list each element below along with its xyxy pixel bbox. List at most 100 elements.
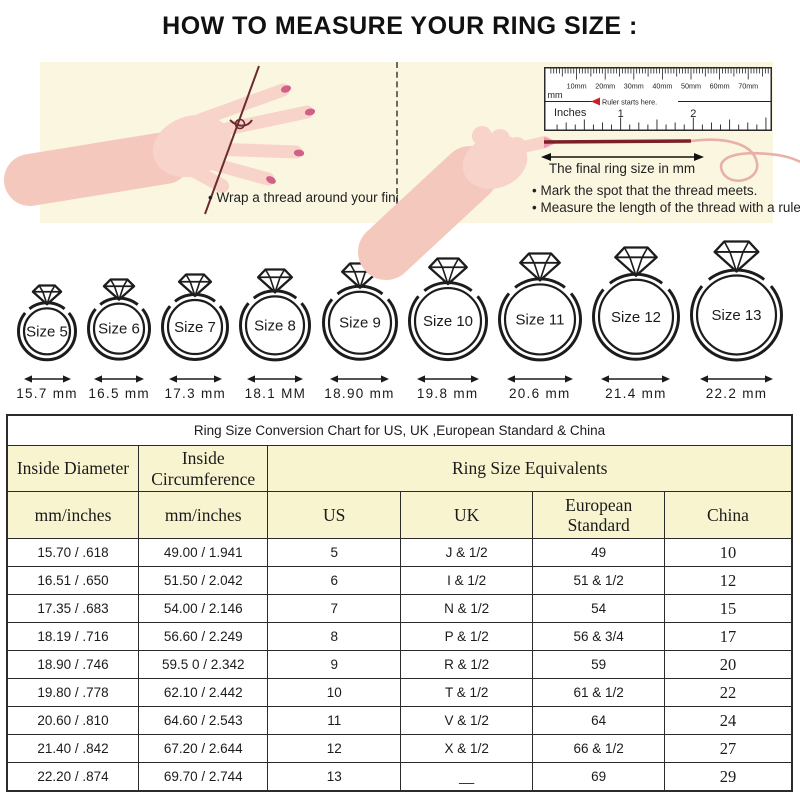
table-sub-header-row: mm/inches mm/inches US UK European Standard C… bbox=[6, 491, 793, 539]
table-cell: 62.10 / 2.442 bbox=[137, 678, 269, 707]
ring-size-conversion-table: Ring Size Conversion Chart for US, UK ,E… bbox=[6, 414, 793, 792]
table-cell: 7 bbox=[267, 594, 401, 623]
table-cell: R & 1/2 bbox=[399, 650, 534, 679]
diameter-arrow-icon bbox=[330, 375, 389, 383]
ring-size-row: Size 5 15.7 mm Size 6 16.5 mm Size 7 17.3 mm S… bbox=[0, 239, 800, 401]
col-header-china: China bbox=[663, 491, 793, 539]
col-group-ring-size-equivalents: Ring Size Equivalents bbox=[267, 445, 793, 492]
ruler-inches-label: Inches bbox=[554, 107, 587, 119]
table-cell: 29 bbox=[663, 762, 793, 792]
ring-size-label: Size 5 bbox=[26, 323, 68, 340]
fingernail bbox=[304, 108, 316, 116]
diameter-arrow-icon bbox=[94, 375, 145, 383]
table-row: 21.40 / .842 67.20 / 2.644 12 X & 1/2 66 & 1… bbox=[6, 734, 793, 763]
table-cell: 51 & 1/2 bbox=[532, 566, 665, 595]
col-header-european-standard: European Standard bbox=[532, 491, 665, 539]
ring-size-label: Size 13 bbox=[712, 307, 762, 324]
diameter-arrow-icon bbox=[416, 375, 479, 383]
ring-size-5: Size 5 15.7 mm bbox=[13, 284, 81, 401]
diameter-arrow-icon bbox=[506, 375, 573, 383]
table-title-row: Ring Size Conversion Chart for US, UK ,E… bbox=[6, 414, 793, 446]
table-cell: 11 bbox=[267, 706, 401, 735]
ring-size-label: Size 7 bbox=[174, 319, 216, 336]
ruler-mm-label: 20mm bbox=[595, 82, 615, 91]
diameter-arrow-icon bbox=[168, 375, 222, 383]
table-cell: 59 bbox=[532, 650, 665, 679]
table-cell: 8 bbox=[267, 622, 401, 651]
col-group-inside-diameter: Inside Diameter bbox=[6, 445, 139, 492]
table-cell: 22.20 / .874 bbox=[6, 762, 139, 792]
ring-size-7: Size 7 17.3 mm bbox=[157, 273, 233, 401]
table-cell: N & 1/2 bbox=[399, 594, 534, 623]
diamond-ring-icon: Size 7 bbox=[161, 273, 230, 362]
hand-with-thread-illustration bbox=[4, 65, 316, 215]
ruler-mm-label: 50mm bbox=[681, 82, 701, 91]
ring-diameter-mm: 18.1 MM bbox=[244, 386, 307, 401]
diameter-arrow-icon bbox=[247, 375, 304, 383]
table-cell: 56 & 3/4 bbox=[532, 622, 665, 651]
table-cell: 20.60 / .810 bbox=[6, 706, 139, 735]
fingernail bbox=[280, 85, 292, 93]
ring-size-12: Size 12 21.4 mm bbox=[588, 246, 684, 401]
ring-size-8: Size 8 18.1 MM bbox=[235, 267, 315, 401]
table-cell: 10 bbox=[267, 678, 401, 707]
table-cell: 27 bbox=[663, 734, 793, 763]
table-row: 22.20 / .874 69.70 / 2.744 13 __ 69 29 bbox=[6, 762, 793, 792]
table-cell: 54 bbox=[532, 594, 665, 623]
ring-diameter-mm: 15.7 mm bbox=[16, 386, 78, 401]
table-cell: 13 bbox=[267, 762, 401, 792]
final-ring-size-label: The final ring size in mm bbox=[548, 161, 696, 176]
table-cell: J & 1/2 bbox=[399, 538, 534, 567]
table-row: 18.19 / .716 56.60 / 2.249 8 P & 1/2 56 & 3/… bbox=[6, 622, 793, 651]
fingernail bbox=[293, 149, 305, 157]
col-header-uk: UK bbox=[399, 491, 534, 539]
table-row: 15.70 / .618 49.00 / 1.941 5 J & 1/2 49 10 bbox=[6, 538, 793, 567]
ring-size-label: Size 9 bbox=[339, 315, 381, 332]
ring-diameter-mm: 22.2 mm bbox=[705, 386, 768, 401]
ruler-start-note: Ruler starts here. bbox=[602, 98, 657, 107]
diamond-ring-icon: Size 11 bbox=[497, 251, 582, 362]
ring-size-13: Size 13 22.2 mm bbox=[686, 239, 787, 401]
hand-with-ruler-illustration bbox=[358, 126, 800, 280]
table-cell: 51.50 / 2.042 bbox=[137, 566, 269, 595]
table-cell: X & 1/2 bbox=[399, 734, 534, 763]
table-cell: 49.00 / 1.941 bbox=[137, 538, 269, 567]
table-cell: 64.60 / 2.543 bbox=[137, 706, 269, 735]
table-cell: __ bbox=[399, 762, 534, 792]
ruler-icon: 10mm 20mm 30mm 40mm 50mm 60mm 70mm mm Ruler star… bbox=[544, 67, 772, 131]
ruler-mm-unit-label: mm bbox=[548, 90, 563, 100]
page-title: HOW TO MEASURE YOUR RING SIZE : bbox=[162, 12, 638, 40]
table-cell: 9 bbox=[267, 650, 401, 679]
table-cell: 69.70 / 2.744 bbox=[137, 762, 269, 792]
ring-diameter-mm: 19.8 mm bbox=[416, 386, 479, 401]
thread-knot bbox=[229, 119, 253, 127]
fingernail bbox=[266, 176, 276, 184]
diamond-ring-icon: Size 13 bbox=[690, 239, 783, 362]
table-cell: 19.80 / .778 bbox=[6, 678, 139, 707]
ruler-start-arrow-icon bbox=[591, 97, 600, 106]
table-cell: 49 bbox=[532, 538, 665, 567]
ring-diameter-mm: 20.6 mm bbox=[508, 386, 571, 401]
table-cell: 22 bbox=[663, 678, 793, 707]
table-cell: 69 bbox=[532, 762, 665, 792]
instruction-measure-length: • Measure the length of the thread with … bbox=[532, 200, 800, 215]
table-cell: 20 bbox=[663, 650, 793, 679]
table-cell: 10 bbox=[663, 538, 793, 567]
ring-size-label: Size 11 bbox=[515, 311, 564, 328]
ring-size-6: Size 6 16.5 mm bbox=[83, 278, 155, 401]
ring-diameter-mm: 17.3 mm bbox=[164, 386, 227, 401]
diamond-ring-icon: Size 10 bbox=[407, 257, 488, 362]
ring-diameter-mm: 21.4 mm bbox=[605, 386, 667, 401]
table-cell: I & 1/2 bbox=[399, 566, 534, 595]
table-cell: 12 bbox=[267, 734, 401, 763]
diamond-ring-icon: Size 6 bbox=[87, 278, 152, 362]
table-cell: 15 bbox=[663, 594, 793, 623]
table-cell: 67.20 / 2.644 bbox=[137, 734, 269, 763]
ruler-mm-label: 40mm bbox=[652, 82, 672, 91]
table-cell: 21.40 / .842 bbox=[6, 734, 139, 763]
panel-measure-ruler: 10mm 20mm 30mm 40mm 50mm 60mm 70mm mm Ruler star… bbox=[358, 62, 800, 280]
table-row: 16.51 / .650 51.50 / 2.042 6 I & 1/2 51 & 1/… bbox=[6, 566, 793, 595]
table-cell: 56.60 / 2.249 bbox=[137, 622, 269, 651]
ruler-inch-number: 2 bbox=[690, 108, 696, 120]
diameter-arrow-icon bbox=[700, 375, 773, 383]
